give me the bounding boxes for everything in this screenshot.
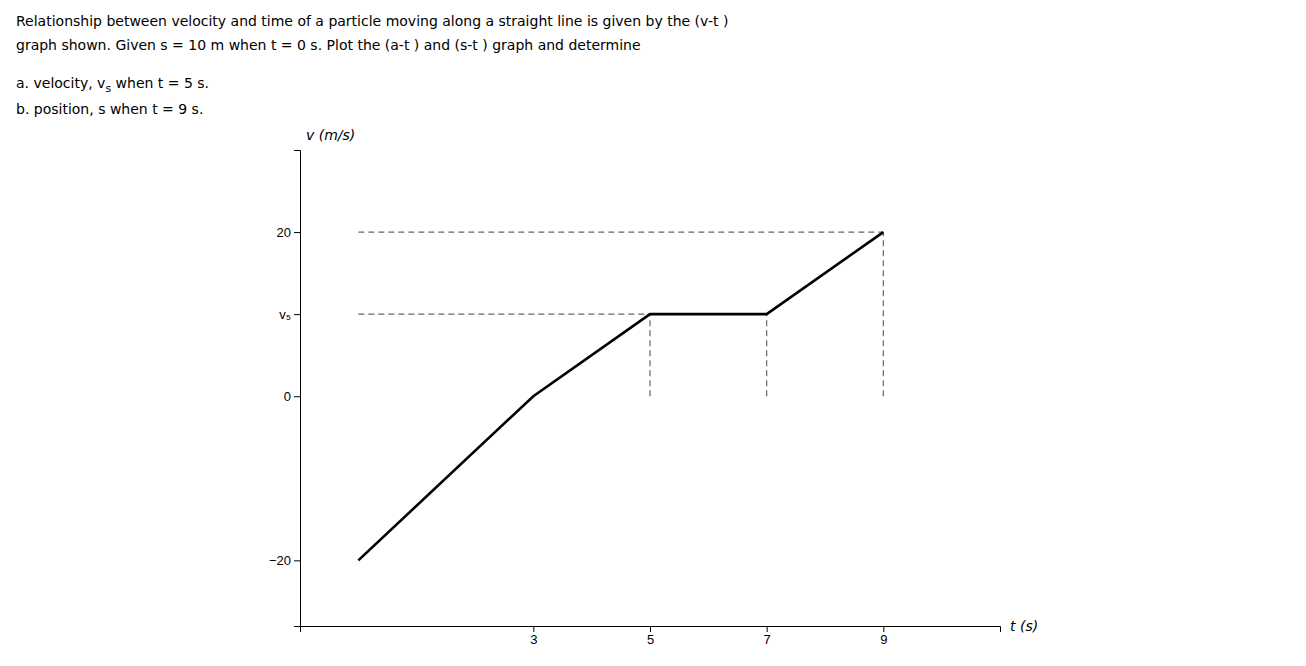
x-tick-mark — [533, 626, 534, 632]
chart: Relationship between velocity and time o… — [0, 0, 1306, 666]
x-tick: 3 — [530, 626, 537, 647]
reference-line — [649, 314, 650, 396]
text-block: Relationship between velocity and time o… — [16, 13, 728, 117]
y-tick-mark — [294, 560, 300, 561]
x-axis-label: t (s) — [1010, 618, 1038, 634]
reference-line — [358, 314, 650, 315]
reference-line — [883, 232, 884, 396]
annotation: b. position, s when t = 9 s. — [16, 101, 203, 117]
y-tick-mark — [294, 314, 300, 315]
y-tick-mark — [294, 232, 300, 233]
annotation-text: b. position, s when t = 9 s. — [16, 101, 203, 117]
reference-line — [358, 231, 883, 232]
plot: 3 5 7 9 −20 0 v₅ 20 v (m/s) t (s) — [269, 127, 1038, 647]
annotation-text: a. velocity, v — [16, 75, 105, 91]
x-tick: 7 — [764, 626, 771, 647]
y-tick-label: v₅ — [279, 307, 291, 322]
marks — [358, 232, 883, 560]
annotation-text: when t = 5 s. — [111, 75, 209, 91]
y-tick: 20 — [277, 225, 300, 240]
x-tick-mark — [767, 626, 768, 632]
annotation: a. velocity, vs when t = 5 s. — [16, 75, 209, 95]
x-tick-mark — [650, 626, 651, 632]
x-tick-label: 3 — [530, 632, 537, 647]
y-axis-label: v (m/s) — [306, 127, 355, 143]
x-tick-label: 9 — [880, 632, 887, 647]
x-tick-mark — [883, 626, 884, 632]
y-tick-label: −20 — [269, 553, 291, 568]
y-axis-line — [294, 151, 301, 627]
x-axis: 3 5 7 9 — [301, 626, 1001, 647]
x-tick: 9 — [880, 626, 887, 647]
title: graph shown. Given s = 10 m when t = 0 s… — [16, 37, 641, 53]
x-tick-label: 7 — [764, 632, 771, 647]
y-tick-mark — [294, 396, 300, 397]
x-axis-line — [301, 627, 1001, 633]
title: Relationship between velocity and time o… — [16, 13, 728, 29]
x-tick: 5 — [647, 626, 654, 647]
y-tick: −20 — [269, 553, 300, 568]
y-tick-label: 0 — [284, 389, 291, 404]
y-tick-label: 20 — [277, 225, 291, 240]
y-axis: −20 0 v₅ 20 — [269, 151, 301, 627]
y-tick: 0 — [284, 389, 300, 404]
y-tick: v₅ — [279, 307, 300, 322]
reference-line — [766, 314, 767, 396]
x-tick-label: 5 — [647, 632, 654, 647]
series-line — [358, 232, 883, 560]
